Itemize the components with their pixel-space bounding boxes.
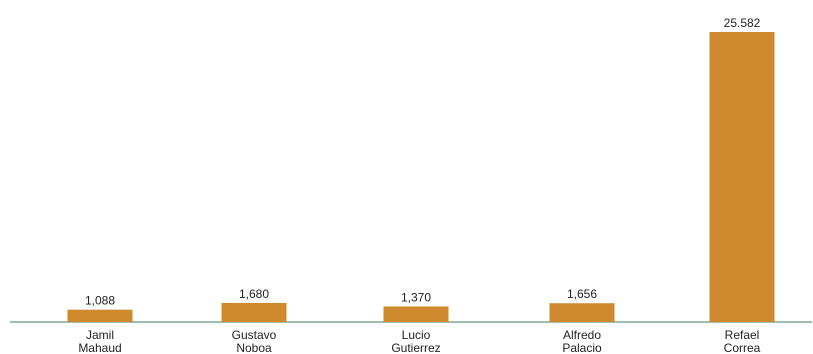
category-label-line-3-1: Palacio (562, 341, 602, 354)
category-label-line-2-1: Gutierrez (391, 341, 440, 354)
category-label-1: Gustavo Noboa (232, 328, 277, 354)
bar-1 (221, 302, 287, 322)
category-label-3: Alfredo Palacio (562, 328, 602, 354)
bar-value-label-3: 1,656 (567, 287, 597, 301)
bar-4 (709, 32, 775, 322)
category-label-line-1-0: Gustavo (232, 328, 277, 342)
category-label-line-4-0: Refael (725, 328, 760, 342)
category-label-4: Refael Correa (724, 328, 761, 354)
category-label-line-1-1: Noboa (236, 341, 272, 354)
bar-value-label-2: 1,370 (401, 290, 431, 304)
value-labels-group: 1,088 1,680 1,370 1,656 25.582 (85, 16, 761, 308)
bar-value-label-4: 25.582 (724, 16, 761, 30)
category-label-line-3-0: Alfredo (563, 328, 601, 342)
bar-2 (383, 306, 449, 322)
category-label-0: Jamil Mahaud (78, 328, 121, 354)
bar-3 (549, 303, 615, 322)
bars-group (67, 32, 775, 322)
category-label-line-4-1: Correa (724, 341, 761, 354)
category-label-line-2-0: Lucio (402, 328, 431, 342)
category-label-line-0-1: Mahaud (78, 341, 121, 354)
bar-0 (67, 309, 133, 322)
category-label-line-0-0: Jamil (86, 328, 114, 342)
bar-value-label-0: 1,088 (85, 294, 115, 308)
category-label-2: Lucio Gutierrez (391, 328, 440, 354)
bar-value-label-1: 1,680 (239, 287, 269, 301)
category-labels-group: Jamil Mahaud Gustavo Noboa Lucio Gutierrez Alf… (78, 328, 760, 354)
